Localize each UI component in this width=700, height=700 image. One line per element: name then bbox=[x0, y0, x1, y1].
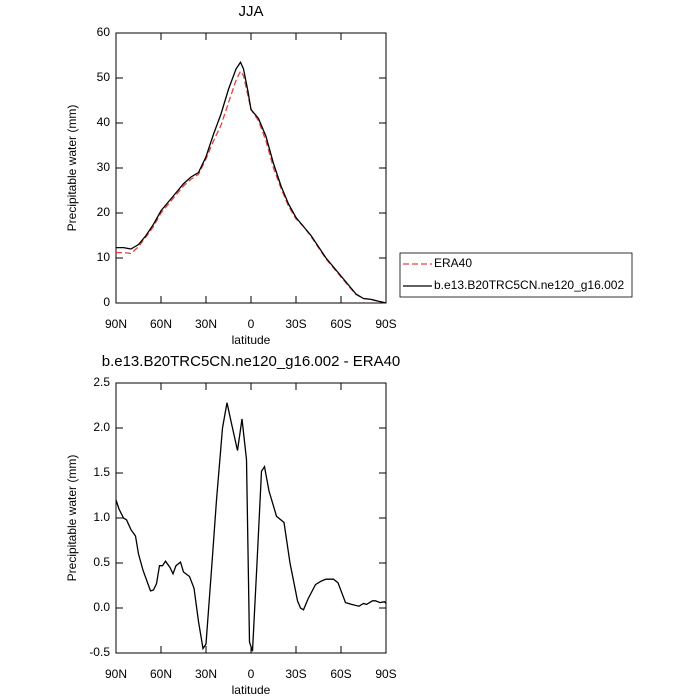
y-tick-label: 60 bbox=[97, 25, 111, 39]
x-tick-label: 0 bbox=[248, 317, 255, 331]
y-tick-label: 0 bbox=[103, 295, 110, 309]
y-tick-label: 2.0 bbox=[93, 420, 110, 434]
y-tick-label: 50 bbox=[97, 70, 111, 84]
x-tick-label: 30N bbox=[195, 667, 217, 681]
x-tick-label: 30S bbox=[285, 667, 306, 681]
y-tick-label: -0.5 bbox=[89, 645, 110, 659]
x-tick-label: 0 bbox=[248, 667, 255, 681]
y-tick-label: 0.0 bbox=[93, 600, 110, 614]
y-tick-label: 1.5 bbox=[93, 465, 110, 479]
legend-label: b.e13.B20TRC5CN.ne120_g16.002 bbox=[434, 278, 624, 292]
x-axis-label: latitude bbox=[232, 683, 271, 697]
data-line bbox=[115, 402, 387, 652]
x-tick-label: 30S bbox=[285, 317, 306, 331]
chart-title: b.e13.B20TRC5CN.ne120_g16.002 - ERA40 bbox=[102, 353, 401, 370]
x-tick-label: 90S bbox=[375, 317, 396, 331]
legend-box bbox=[399, 252, 633, 298]
x-tick-label: 60N bbox=[150, 317, 172, 331]
y-tick-label: 30 bbox=[97, 160, 111, 174]
y-axis-label: Precipitable water (mm) bbox=[65, 105, 79, 232]
chart-title: JJA bbox=[238, 3, 263, 20]
y-tick-label: 40 bbox=[97, 115, 111, 129]
x-tick-label: 30N bbox=[195, 317, 217, 331]
x-tick-label: 60N bbox=[150, 667, 172, 681]
data-line bbox=[116, 60, 387, 304]
x-tick-label: 90S bbox=[375, 667, 396, 681]
x-tick-label: 90N bbox=[105, 667, 127, 681]
x-tick-label: 60S bbox=[330, 317, 351, 331]
y-tick-label: 10 bbox=[97, 250, 111, 264]
plot-frame bbox=[115, 32, 387, 304]
plot-frame bbox=[115, 382, 387, 654]
legend-label: ERA40 bbox=[434, 256, 472, 270]
y-tick-label: 1.0 bbox=[93, 510, 110, 524]
x-tick-label: 60S bbox=[330, 667, 351, 681]
x-tick-label: 90N bbox=[105, 317, 127, 331]
x-axis-label: latitude bbox=[232, 333, 271, 347]
y-axis-label: Precipitable water (mm) bbox=[65, 455, 79, 582]
y-tick-label: 2.5 bbox=[93, 375, 110, 389]
y-tick-label: 20 bbox=[97, 205, 111, 219]
y-tick-label: 0.5 bbox=[93, 555, 110, 569]
